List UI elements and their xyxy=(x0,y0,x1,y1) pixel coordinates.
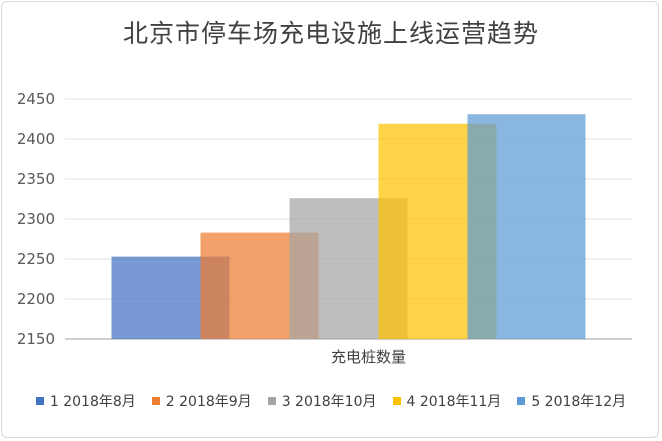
bar-series-5 xyxy=(467,114,586,339)
legend-swatch xyxy=(517,397,526,405)
y-tick-label: 2450 xyxy=(17,90,55,108)
legend-label: 2 2018年9月 xyxy=(165,394,252,410)
y-tick-label: 2200 xyxy=(17,290,55,308)
bars xyxy=(111,114,586,339)
legend-label: 3 2018年10月 xyxy=(281,394,377,410)
legend-swatch xyxy=(267,397,276,405)
legend-item-5: 5 2018年12月 xyxy=(517,391,626,411)
y-tick-label: 2150 xyxy=(17,330,55,348)
legend-item-1: 1 2018年8月 xyxy=(35,391,136,411)
chart-title: 北京市停车场充电设施上线运营趋势 xyxy=(122,19,539,48)
x-category-label: 充电桩数量 xyxy=(331,348,406,366)
legend-item-4: 4 2018年11月 xyxy=(392,391,502,411)
y-tick-label: 2300 xyxy=(17,210,55,228)
legend-item-3: 3 2018年10月 xyxy=(267,391,377,411)
y-tick-label: 2250 xyxy=(17,250,55,268)
y-tick-label: 2350 xyxy=(17,170,55,188)
legend: 1 2018年8月 2 2018年9月 3 2018年10月 4 2018年11月 5 … xyxy=(0,391,662,411)
legend-label: 1 2018年8月 xyxy=(49,394,136,410)
y-axis: 2150 2200 2250 2300 2350 2400 2450 xyxy=(17,90,55,348)
legend-swatch xyxy=(35,397,44,405)
legend-item-2: 2 2018年9月 xyxy=(151,391,252,411)
legend-swatch xyxy=(151,397,160,405)
legend-label: 4 2018年11月 xyxy=(406,394,502,410)
legend-swatch xyxy=(392,397,401,405)
legend-label: 5 2018年12月 xyxy=(531,394,627,410)
y-tick-label: 2400 xyxy=(17,130,55,148)
x-axis: 充电桩数量 xyxy=(331,348,406,366)
